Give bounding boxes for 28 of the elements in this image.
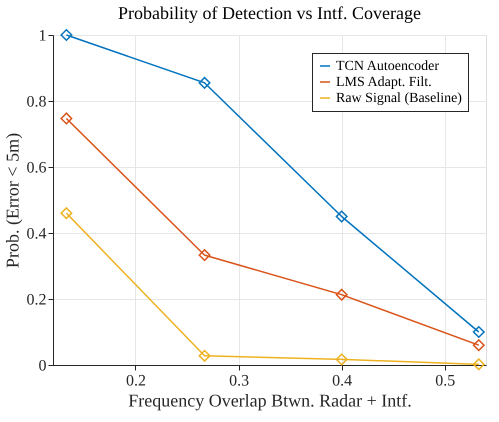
point: [472, 339, 485, 352]
x-tick-label: 0.3: [229, 372, 250, 390]
legend-label: LMS Adapt. Filt.: [336, 75, 432, 90]
y-tick-label: 0: [38, 358, 46, 374]
point: [336, 353, 348, 366]
x-tick-label: 0.5: [435, 372, 456, 390]
y-axis-title: Prob. (Error < 5m): [2, 132, 22, 268]
y-tick-label: 0.6: [26, 160, 46, 176]
point: [198, 350, 211, 362]
y-tick-label: 1: [38, 28, 46, 44]
point: [60, 207, 72, 220]
y-tick-label: 0.2: [26, 292, 46, 308]
point: [198, 76, 211, 89]
point: [198, 249, 211, 262]
y-tick-label: 0.4: [26, 226, 46, 242]
legend-label: Raw Signal (Baseline): [336, 91, 462, 106]
point: [472, 326, 485, 338]
point: [336, 210, 348, 222]
x-tick-label: 0.4: [332, 372, 352, 390]
x-tick-label: 0.2: [126, 372, 146, 390]
point: [60, 112, 72, 124]
point: [336, 288, 348, 301]
legend-label: TCN Autoencoder: [336, 59, 440, 74]
x-axis-title: Frequency Overlap Btwn. Radar + Intf.: [128, 390, 412, 410]
chart-title: Probability of Detection vs Intf. Coverage: [118, 2, 421, 23]
y-tick-label: 0.8: [26, 94, 46, 110]
point: [60, 29, 72, 41]
point: [472, 358, 485, 370]
